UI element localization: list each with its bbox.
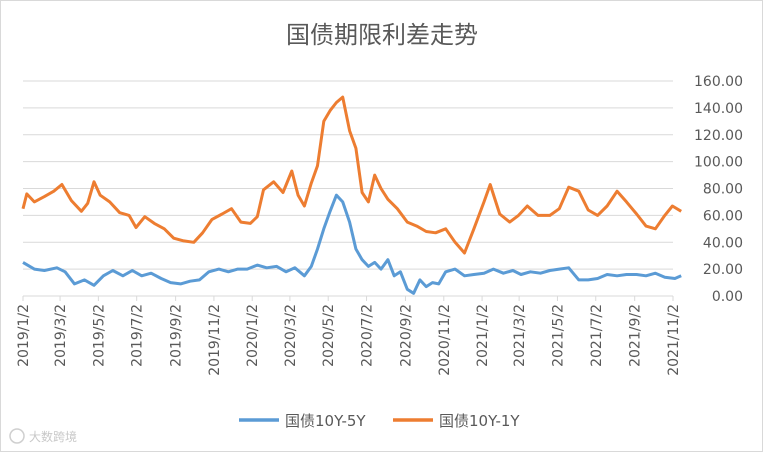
x-tick-label: 2020/7/2: [360, 304, 376, 367]
x-axis-ticks: 2019/1/2 2019/3/2 2019/5/2 2019/7/2 2019/9/2…: [16, 296, 682, 376]
grid-layer: [23, 80, 673, 297]
x-tick-label: 2021/3/2: [512, 304, 528, 367]
watermark: 大数跨境: [9, 428, 77, 444]
x-tick-label: 2019/5/2: [91, 304, 107, 367]
y-tick-label: 140.00: [694, 101, 743, 117]
x-tick-label: 2019/11/2: [207, 304, 223, 376]
x-tick-label: 2020/1/2: [245, 304, 261, 367]
watermark-logo-icon: [9, 428, 25, 444]
y-tick-label: 80.00: [703, 182, 743, 198]
x-tick-label: 2021/5/2: [550, 304, 566, 367]
y-tick-label: 20.00: [703, 262, 743, 278]
x-tick-label: 2019/3/2: [53, 304, 69, 367]
y-tick-label: 100.00: [694, 155, 743, 171]
legend: 国债10Y-5Y 国债10Y-1Y: [239, 412, 520, 430]
legend-label-series-1: 国债10Y-1Y: [439, 412, 520, 430]
x-tick-label: 2020/5/2: [321, 304, 337, 367]
legend-label-series-0: 国债10Y-5Y: [285, 412, 366, 430]
y-tick-label: 60.00: [703, 208, 743, 224]
x-tick-label: 2019/1/2: [16, 304, 32, 367]
y-tick-label: 0.00: [712, 289, 743, 305]
x-tick-label: 2021/1/2: [475, 304, 491, 367]
x-tick-label: 2020/11/2: [437, 304, 453, 376]
series-layer: [21, 95, 682, 295]
y-tick-label: 40.00: [703, 235, 743, 251]
x-tick-label: 2020/9/2: [398, 304, 414, 367]
x-tick-label: 2021/11/2: [666, 304, 682, 376]
series-line-0: [22, 193, 682, 295]
x-tick-label: 2019/9/2: [169, 304, 185, 367]
x-tick-label: 2021/7/2: [589, 304, 605, 367]
series-line-1: [21, 95, 682, 255]
x-tick-label: 2021/9/2: [628, 304, 644, 367]
y-tick-label: 120.00: [694, 128, 743, 144]
x-tick-label: 2020/3/2: [283, 304, 299, 367]
watermark-text: 大数跨境: [29, 429, 77, 444]
x-tick-label: 2019/7/2: [130, 304, 146, 367]
y-tick-label: 160.00: [694, 74, 743, 90]
chart-title: 国债期限利差走势: [286, 21, 478, 49]
y-axis-ticks: 0.00 20.00 40.00 60.00 80.00 100.00 120.00 140.…: [694, 74, 743, 305]
